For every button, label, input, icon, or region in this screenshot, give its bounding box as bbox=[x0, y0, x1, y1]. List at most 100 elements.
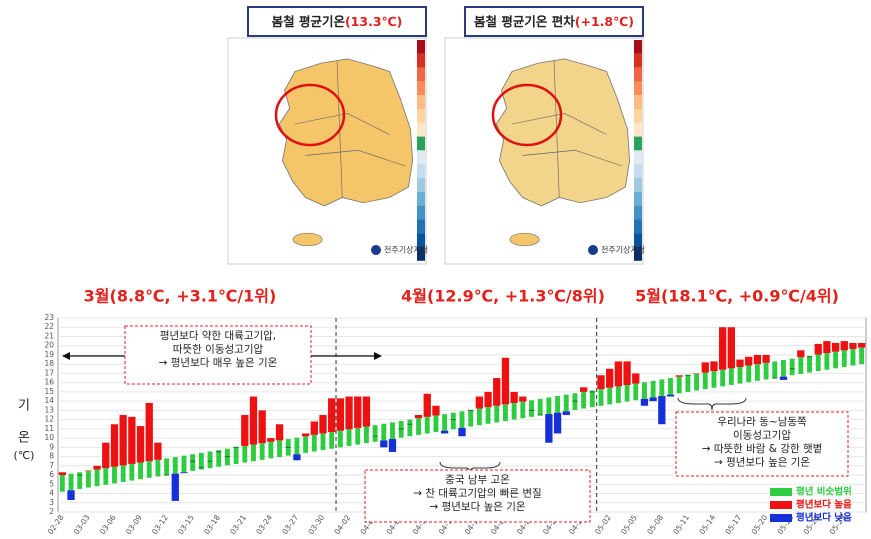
annotation-box bbox=[675, 411, 849, 477]
normal-range-bar bbox=[563, 394, 569, 412]
logo-text: 전주기상지청 bbox=[601, 245, 645, 255]
above-normal-bar bbox=[241, 415, 249, 446]
above-normal-bar bbox=[753, 354, 762, 365]
y-axis-label: (℃) bbox=[14, 449, 35, 462]
normal-range-bar bbox=[607, 387, 613, 405]
above-normal-bar bbox=[762, 354, 770, 363]
annotation-line: 중국 남부 고온 bbox=[445, 474, 510, 486]
x-tick-label: 03-15 bbox=[176, 513, 196, 536]
colorbar-cell bbox=[634, 95, 642, 109]
normal-range-bar bbox=[798, 357, 804, 374]
above-normal-bar bbox=[110, 424, 119, 467]
normal-range-bar bbox=[416, 418, 421, 435]
normal-range-bar bbox=[450, 412, 456, 430]
normal-range-bar bbox=[476, 408, 482, 426]
normal-range-bar bbox=[68, 473, 74, 491]
brace bbox=[677, 397, 747, 411]
normal-range-bar bbox=[381, 423, 387, 441]
normal-range-bar bbox=[668, 378, 673, 395]
legend-label: 평년보다 높음 bbox=[796, 499, 852, 511]
x-tick-label: 03-27 bbox=[280, 513, 300, 536]
normal-range-bar bbox=[85, 470, 91, 488]
normal-range-bar bbox=[807, 355, 812, 373]
normal-range-bar bbox=[711, 371, 717, 388]
y-tick-label: 21 bbox=[44, 331, 54, 340]
normal-range-bar bbox=[155, 459, 161, 477]
colorbar-cell bbox=[417, 191, 425, 206]
annotation-line: 따뜻한 이동성고기압 bbox=[173, 343, 264, 356]
above-normal-bar bbox=[623, 361, 631, 385]
normal-range-bar bbox=[94, 469, 100, 487]
normal-range-bar bbox=[503, 404, 508, 422]
y-tick-label: 18 bbox=[44, 359, 54, 368]
y-tick-label: 9 bbox=[49, 442, 54, 451]
above-normal-bar bbox=[510, 391, 518, 403]
normal-range-bar bbox=[746, 365, 752, 383]
normal-range-bar bbox=[650, 380, 656, 398]
legend-swatch bbox=[770, 514, 792, 522]
annotation-line: → 찬 대륙고기압의 빠른 변질 bbox=[413, 487, 541, 500]
above-normal-bar bbox=[423, 393, 431, 417]
above-normal-bar bbox=[701, 362, 709, 373]
below-normal-bar bbox=[458, 427, 466, 437]
colorbar-cell bbox=[634, 122, 642, 137]
normal-range-bar bbox=[546, 397, 552, 415]
logo-text: 전주기상지청 bbox=[384, 245, 428, 255]
above-normal-bar bbox=[606, 368, 614, 388]
annotation-line: 우리나라 동~남동쪽 bbox=[717, 416, 807, 428]
normal-range-bar bbox=[390, 422, 395, 440]
colorbar-cell bbox=[634, 233, 642, 247]
normal-range-bar bbox=[702, 372, 708, 390]
normal-range-bar bbox=[468, 409, 474, 427]
above-normal-bar bbox=[797, 350, 805, 358]
title-box bbox=[247, 6, 427, 37]
below-normal-bar bbox=[666, 394, 675, 397]
normal-range-bar bbox=[216, 450, 222, 467]
normal-range-bar bbox=[363, 426, 369, 444]
map-panel: 봄철 평균기온(13.3℃) 전주기상지청 bbox=[227, 6, 428, 265]
colorbar-cell bbox=[634, 67, 642, 82]
normal-range-bar bbox=[146, 461, 152, 478]
colorbar-cell bbox=[417, 136, 425, 151]
y-tick-label: 11 bbox=[44, 424, 54, 433]
above-normal-bar bbox=[840, 341, 848, 351]
legend-label: 평년 비슷범위 bbox=[796, 486, 852, 498]
colorbar-cell bbox=[417, 205, 425, 220]
y-tick-label: 12 bbox=[44, 415, 54, 424]
y-tick-label: 4 bbox=[49, 489, 54, 498]
annotation-line: → 평년보다 높은 기온 bbox=[714, 457, 810, 469]
above-normal-bar bbox=[831, 342, 840, 352]
normal-range-bar bbox=[841, 350, 847, 367]
normal-range-bar bbox=[311, 434, 317, 452]
normal-range-bar bbox=[259, 443, 265, 460]
x-tick-label: 05-02 bbox=[593, 513, 613, 536]
y-tick-label: 2 bbox=[49, 507, 54, 516]
colorbar-cell bbox=[417, 164, 425, 178]
normal-range-bar bbox=[537, 398, 543, 416]
colorbar-cell bbox=[417, 109, 425, 123]
below-normal-bar bbox=[180, 472, 188, 474]
normal-range-bar bbox=[59, 475, 65, 492]
above-normal-bar bbox=[814, 343, 822, 355]
colorbar-cell bbox=[634, 219, 642, 234]
normal-range-bar bbox=[103, 468, 109, 485]
normal-range-bar bbox=[815, 354, 821, 372]
y-tick-label: 15 bbox=[44, 387, 54, 396]
normal-range-bar bbox=[346, 429, 352, 446]
x-tick-label: 05-17 bbox=[723, 513, 743, 536]
jeju bbox=[292, 232, 323, 247]
normal-range-bar bbox=[511, 402, 517, 420]
colorbar-cell bbox=[417, 178, 425, 192]
above-normal-bar bbox=[345, 396, 353, 430]
normal-range-bar bbox=[850, 348, 856, 366]
x-tick-label: 03-06 bbox=[98, 513, 118, 536]
above-normal-bar bbox=[432, 405, 440, 416]
above-normal-bar bbox=[519, 396, 527, 402]
normal-range-bar bbox=[120, 465, 126, 482]
y-tick-label: 20 bbox=[44, 341, 54, 350]
normal-range-bar bbox=[77, 472, 83, 489]
y-tick-label: 7 bbox=[49, 461, 54, 470]
normal-range-bar bbox=[198, 452, 204, 470]
korea-map bbox=[495, 58, 631, 247]
above-normal-bar bbox=[632, 373, 640, 384]
